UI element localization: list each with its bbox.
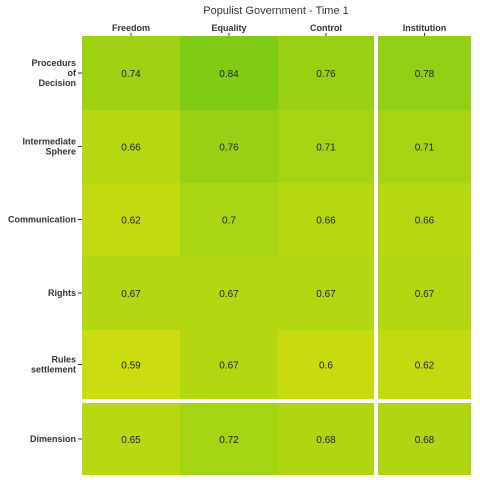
row-label: Dimension (30, 434, 76, 444)
heatmap-cell (82, 110, 180, 183)
heatmap-cell (378, 403, 471, 475)
cell-value-label: 0.76 (219, 143, 239, 154)
heatmap-cell (82, 183, 180, 256)
cell-value-label: 0.84 (219, 69, 239, 80)
cell-value-label: 0.7 (222, 216, 236, 227)
heatmap-cell (180, 110, 278, 183)
cell-value-label: 0.67 (316, 289, 336, 300)
chart-title: Populist Government - Time 1 (203, 5, 349, 17)
heatmap-cell (180, 403, 278, 475)
heatmap-cell (180, 183, 278, 256)
column-label: Freedom (112, 23, 150, 33)
heatmap-cell (278, 110, 374, 183)
cell-value-label: 0.59 (121, 361, 141, 372)
cell-value-label: 0.68 (415, 435, 435, 446)
cell-value-label: 0.62 (121, 216, 141, 227)
heatmap-cell (278, 403, 374, 475)
cell-value-label: 0.6 (319, 361, 333, 372)
column-label: Control (310, 23, 342, 33)
cell-value-label: 0.67 (121, 289, 141, 300)
cell-value-label: 0.68 (316, 435, 336, 446)
cell-value-label: 0.71 (415, 143, 435, 154)
cell-value-label: 0.67 (219, 361, 239, 372)
heatmap-cell (180, 36, 278, 110)
row-label: Procedurs of Decision (31, 58, 77, 88)
heatmap-cell (278, 183, 374, 256)
heatmap-cell (82, 36, 180, 110)
heatmap-cell (278, 256, 374, 330)
cell-value-label: 0.78 (415, 69, 435, 80)
column-label: Equality (211, 23, 246, 33)
row-label: Rights (48, 288, 76, 298)
heatmap-cell (82, 256, 180, 330)
column-label: Institution (403, 23, 447, 33)
cell-value-label: 0.66 (415, 216, 435, 227)
cell-value-label: 0.66 (316, 216, 336, 227)
cell-value-label: 0.67 (219, 289, 239, 300)
heatmap-cell (278, 330, 374, 399)
row-label: Communication (8, 215, 76, 225)
heatmap-cell (180, 256, 278, 330)
cell-value-label: 0.71 (316, 143, 336, 154)
cell-value-label: 0.67 (415, 289, 435, 300)
heatmap-cell (180, 330, 278, 399)
heatmap-cell (378, 330, 471, 399)
heatmap-cell (278, 36, 374, 110)
heatmap-cell (378, 183, 471, 256)
cell-value-label: 0.65 (121, 435, 141, 446)
heatmap-cell (378, 36, 471, 110)
cell-value-label: 0.66 (121, 143, 141, 154)
cell-value-label: 0.62 (415, 361, 435, 372)
cell-value-label: 0.76 (316, 69, 336, 80)
row-label: Rules settlement (31, 355, 76, 375)
heatmap-cell (378, 110, 471, 183)
cell-value-label: 0.74 (121, 69, 141, 80)
heatmap-cell (82, 330, 180, 399)
heatmap-cell (378, 256, 471, 330)
heatmap-cell (82, 403, 180, 475)
row-label: Intermediate Sphere (22, 137, 76, 157)
cell-value-label: 0.72 (219, 435, 239, 446)
